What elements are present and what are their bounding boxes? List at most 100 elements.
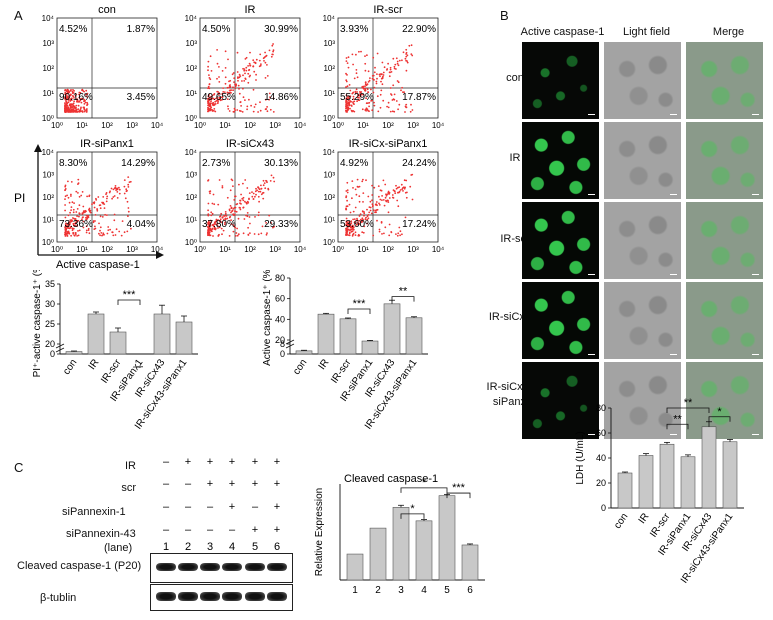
flow-event-dot [357, 94, 360, 97]
flow-event-dot [397, 232, 400, 235]
flow-event-dot [225, 215, 228, 217]
flow-event-dot [409, 110, 412, 113]
flow-event-dot [352, 63, 354, 66]
flow-event-dot [249, 64, 252, 67]
flow-event-dot [345, 86, 347, 88]
y-tick-label: 0 [280, 349, 285, 359]
flow-event-dot [377, 110, 380, 113]
flow-event-dot [79, 107, 82, 110]
flow-tick-x: 10⁴ [432, 121, 445, 130]
flow-event-dot [228, 208, 231, 211]
flow-event-dot [232, 86, 234, 89]
flow-event-dot [228, 110, 231, 112]
flow-event-dot [396, 199, 399, 202]
flow-event-dot [78, 91, 81, 94]
y-axis-label: LDH (U/mL) [575, 431, 586, 484]
condition-mark: – [207, 501, 214, 513]
flow-event-dot [399, 189, 402, 191]
flow-event-dot [260, 184, 262, 187]
flow-tick-y: 10⁰ [42, 238, 54, 247]
flow-event-dot [269, 96, 271, 98]
flow-event-dot [354, 92, 357, 94]
flow-event-dot [257, 211, 260, 214]
flow-event-dot [67, 99, 70, 101]
flow-event-dot [259, 109, 262, 112]
flow-event-dot [368, 105, 370, 108]
significance-label: * [410, 503, 415, 515]
flow-event-dot [392, 57, 395, 60]
flow-event-dot [246, 215, 249, 218]
flow-tick-y: 10⁰ [185, 238, 197, 247]
flow-event-dot [217, 203, 220, 206]
flow-event-dot [69, 221, 72, 223]
micrograph-caspase-ir-sicx43-sipanx1 [522, 362, 599, 439]
flow-event-dot [362, 85, 365, 88]
flow-event-dot [70, 209, 72, 212]
flow-event-dot [387, 199, 389, 202]
flow-event-dot [73, 97, 75, 99]
flow-event-dot [77, 230, 79, 232]
flow-event-dot [224, 82, 227, 85]
flow-event-dot [98, 204, 101, 207]
condition-mark: – [163, 501, 170, 513]
flow-tick-x: 10¹ [357, 245, 369, 254]
flow-event-dot [65, 227, 68, 230]
flow-event-dot [238, 73, 241, 76]
flow-event-dot [393, 190, 396, 192]
flow-event-dot [345, 190, 348, 192]
flow-event-dot [123, 192, 126, 195]
flow-event-dot [352, 210, 355, 213]
flow-event-dot [73, 110, 76, 113]
flow-event-dot [125, 190, 128, 193]
flow-event-dot [355, 223, 358, 226]
flow-event-dot [361, 210, 364, 213]
flow-event-dot [221, 186, 224, 189]
flow-tick-y: 10² [185, 193, 197, 202]
flow-event-dot [67, 91, 69, 94]
category-label: con [291, 357, 309, 377]
quadrant-lr-value: 4.04% [127, 219, 155, 230]
flow-event-dot [346, 181, 349, 184]
flow-event-dot [411, 198, 414, 201]
significance-label: * [717, 406, 722, 418]
lane-label: (lane) [104, 542, 133, 554]
flow-event-dot [366, 208, 368, 211]
flow-event-dot [216, 62, 219, 65]
flow-event-dot [210, 95, 212, 98]
flow-event-dot [386, 193, 388, 196]
flow-event-dot [372, 91, 375, 94]
flow-event-dot [72, 102, 75, 105]
flow-event-dot [364, 87, 367, 90]
blot-band [200, 563, 220, 571]
flow-event-dot [71, 97, 73, 100]
flow-plot-title: IR-siCx43 [226, 138, 274, 150]
flow-event-dot [348, 225, 351, 227]
flow-event-dot [371, 194, 374, 196]
flow-plot-title: IR-scr [373, 4, 403, 16]
flow-plot-frame [199, 17, 301, 119]
flow-event-dot [346, 226, 349, 229]
flow-event-dot [387, 101, 390, 104]
flow-event-dot [76, 235, 78, 237]
flow-event-dot [111, 231, 114, 234]
condition-mark: + [207, 478, 213, 490]
flow-event-dot [369, 77, 371, 79]
flow-event-dot [83, 100, 85, 103]
flow-event-dot [255, 187, 257, 190]
flow-event-dot [241, 80, 243, 82]
flow-event-dot [114, 185, 117, 187]
flow-event-dot [80, 97, 83, 100]
significance-bracket [446, 492, 471, 499]
y-tick-label: 40 [596, 453, 606, 463]
flow-event-dot [347, 99, 350, 102]
flow-tick-x: 10² [244, 121, 256, 130]
flow-event-dot [67, 101, 70, 104]
condition-label: siPannexin-43 [66, 528, 136, 540]
flow-event-dot [214, 223, 217, 226]
flow-event-dot [245, 202, 248, 205]
x-axis-arrowhead [156, 251, 164, 259]
flow-event-dot [127, 207, 130, 209]
flow-event-dot [112, 188, 115, 191]
flow-event-dot [101, 234, 103, 237]
flow-cytometry-plots: con 4.52% 1.87% 90.16% 3.45% 10⁰ 10¹ 10² 10³ 10⁴ 1… [14, 4, 445, 271]
